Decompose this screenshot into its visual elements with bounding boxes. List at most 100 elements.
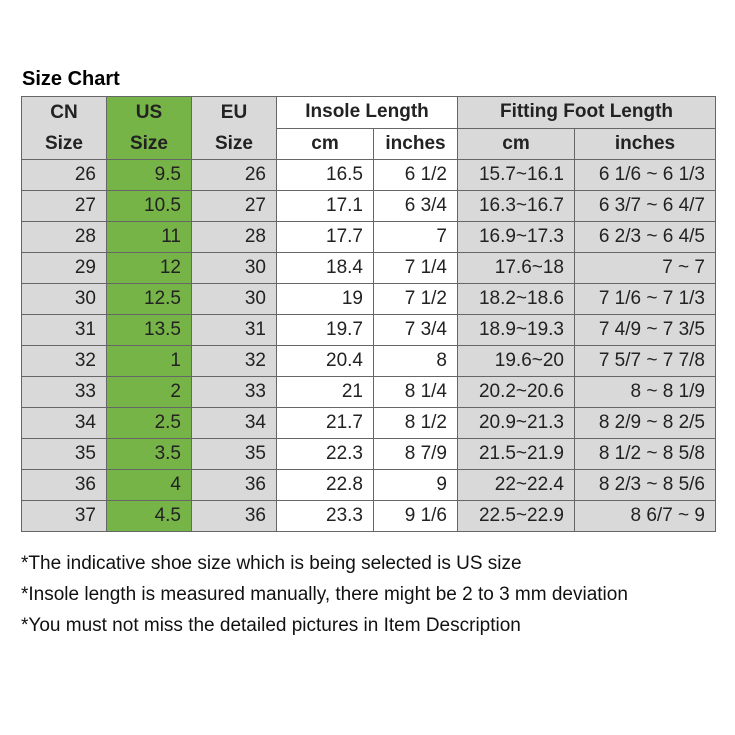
- table-cell: 1: [106, 345, 192, 377]
- table-cell: 32: [191, 345, 277, 377]
- table-cell: 17.1: [276, 190, 374, 222]
- table-cell: 36: [191, 469, 277, 501]
- table-row: 26 9.5 26 16.5 6 1/2 15.7~16.1 6 1/6 ~ 6 1/3: [21, 159, 716, 191]
- table-cell: 2.5: [106, 407, 192, 439]
- table-cell: 7 1/2: [373, 283, 458, 315]
- table-row: 28 11 28 17.7 7 16.9~17.3 6 2/3 ~ 6 4/5: [21, 221, 716, 253]
- table-cell: 17.6~18: [457, 252, 575, 284]
- table-cell: 35: [21, 438, 107, 470]
- table-cell: 20.4: [276, 345, 374, 377]
- table-cell: 4.5: [106, 500, 192, 532]
- table-cell: 15.7~16.1: [457, 159, 575, 191]
- table-cell: 9: [373, 469, 458, 501]
- header-cell: inches: [574, 127, 716, 160]
- table-cell: 34: [21, 407, 107, 439]
- table-cell: 3.5: [106, 438, 192, 470]
- table-cell: 8 1/4: [373, 376, 458, 408]
- table-row: 32 1 32 20.4 8 19.6~20 7 5/7 ~ 7 7/8: [21, 345, 716, 377]
- table-cell: 21: [276, 376, 374, 408]
- table-cell: 27: [191, 190, 277, 222]
- table-cell: 7 4/9 ~ 7 3/5: [574, 314, 716, 346]
- table-cell: 21.7: [276, 407, 374, 439]
- table-cell: 31: [191, 314, 277, 346]
- table-cell: 13.5: [106, 314, 192, 346]
- table-cell: 27: [21, 190, 107, 222]
- table-cell: 6 3/4: [373, 190, 458, 222]
- table-cell: 37: [21, 500, 107, 532]
- table-row: 31 13.5 31 19.7 7 3/4 18.9~19.3 7 4/9 ~ 7 3/5: [21, 314, 716, 346]
- note: *Insole length is measured manually, the…: [21, 584, 628, 605]
- notes: *The indicative shoe size which is being…: [21, 552, 628, 645]
- size-table: CN Size US Size EU Size Insole Length Fitti…: [21, 96, 716, 532]
- table-cell: 31: [21, 314, 107, 346]
- table-cell: 8 1/2: [373, 407, 458, 439]
- table-cell: 8 1/2 ~ 8 5/8: [574, 438, 716, 470]
- table-cell: 26: [21, 159, 107, 191]
- table-row: 37 4.5 36 23.3 9 1/6 22.5~22.9 8 6/7 ~ 9: [21, 500, 716, 532]
- table-cell: 7 1/4: [373, 252, 458, 284]
- table-cell: 26: [191, 159, 277, 191]
- table-cell: 7 1/6 ~ 7 1/3: [574, 283, 716, 315]
- table-cell: 20.2~20.6: [457, 376, 575, 408]
- table-cell: 8: [373, 345, 458, 377]
- header-text: Size: [214, 133, 254, 154]
- table-cell: 18.4: [276, 252, 374, 284]
- table-cell: 9 1/6: [373, 500, 458, 532]
- table-cell: 30: [21, 283, 107, 315]
- header-cell: Insole Length: [276, 96, 458, 129]
- table-cell: 22~22.4: [457, 469, 575, 501]
- table-cell: 18.9~19.3: [457, 314, 575, 346]
- header-text: Size: [129, 133, 169, 154]
- table-cell: 6 3/7 ~ 6 4/7: [574, 190, 716, 222]
- table-cell: 19: [276, 283, 374, 315]
- table-row: 33 2 33 21 8 1/4 20.2~20.6 8 ~ 8 1/9: [21, 376, 716, 408]
- table-cell: 34: [191, 407, 277, 439]
- header-text: CN: [50, 102, 78, 123]
- table-cell: 19.6~20: [457, 345, 575, 377]
- table-cell: 16.9~17.3: [457, 221, 575, 253]
- header-text: Size: [44, 133, 84, 154]
- table-cell: 28: [191, 221, 277, 253]
- table-cell: 30: [191, 252, 277, 284]
- table-row: 36 4 36 22.8 9 22~22.4 8 2/3 ~ 8 5/6: [21, 469, 716, 501]
- table-cell: 21.5~21.9: [457, 438, 575, 470]
- table-cell: 18.2~18.6: [457, 283, 575, 315]
- table-row: 29 12 30 18.4 7 1/4 17.6~18 7 ~ 7: [21, 252, 716, 284]
- note: *You must not miss the detailed pictures…: [21, 615, 521, 636]
- table-row: 27 10.5 27 17.1 6 3/4 16.3~16.7 6 3/7 ~ 6 4/7: [21, 190, 716, 222]
- table-cell: 10.5: [106, 190, 192, 222]
- table-cell: 11: [106, 221, 192, 253]
- header-cell: cm: [276, 127, 374, 160]
- table-cell: 36: [21, 469, 107, 501]
- table-cell: 6 1/2: [373, 159, 458, 191]
- table-cell: 7 3/4: [373, 314, 458, 346]
- title: Size Chart: [22, 68, 120, 90]
- header-cell: EU Size: [191, 96, 277, 160]
- table-cell: 32: [21, 345, 107, 377]
- table-cell: 8 6/7 ~ 9: [574, 500, 716, 532]
- header-cell: US Size: [106, 96, 192, 160]
- table-cell: 22.8: [276, 469, 374, 501]
- header-cell: inches: [373, 127, 458, 160]
- table-cell: 4: [106, 469, 192, 501]
- table-cell: 2: [106, 376, 192, 408]
- table-cell: 7: [373, 221, 458, 253]
- header-text: EU: [220, 102, 248, 123]
- header-cell: CN Size: [21, 96, 107, 160]
- table-cell: 20.9~21.3: [457, 407, 575, 439]
- table-cell: 12.5: [106, 283, 192, 315]
- table-row: 34 2.5 34 21.7 8 1/2 20.9~21.3 8 2/9 ~ 8 2/5: [21, 407, 716, 439]
- table-cell: 7 5/7 ~ 7 7/8: [574, 345, 716, 377]
- table-cell: 8 7/9: [373, 438, 458, 470]
- table-cell: 9.5: [106, 159, 192, 191]
- header-cell: Fitting Foot Length: [457, 96, 716, 129]
- header-text: US: [135, 102, 163, 123]
- table-cell: 29: [21, 252, 107, 284]
- table-cell: 28: [21, 221, 107, 253]
- table-cell: 8 ~ 8 1/9: [574, 376, 716, 408]
- table-cell: 12: [106, 252, 192, 284]
- table-row: 35 3.5 35 22.3 8 7/9 21.5~21.9 8 1/2 ~ 8 5/8: [21, 438, 716, 470]
- table-cell: 30: [191, 283, 277, 315]
- table-cell: 8 2/9 ~ 8 2/5: [574, 407, 716, 439]
